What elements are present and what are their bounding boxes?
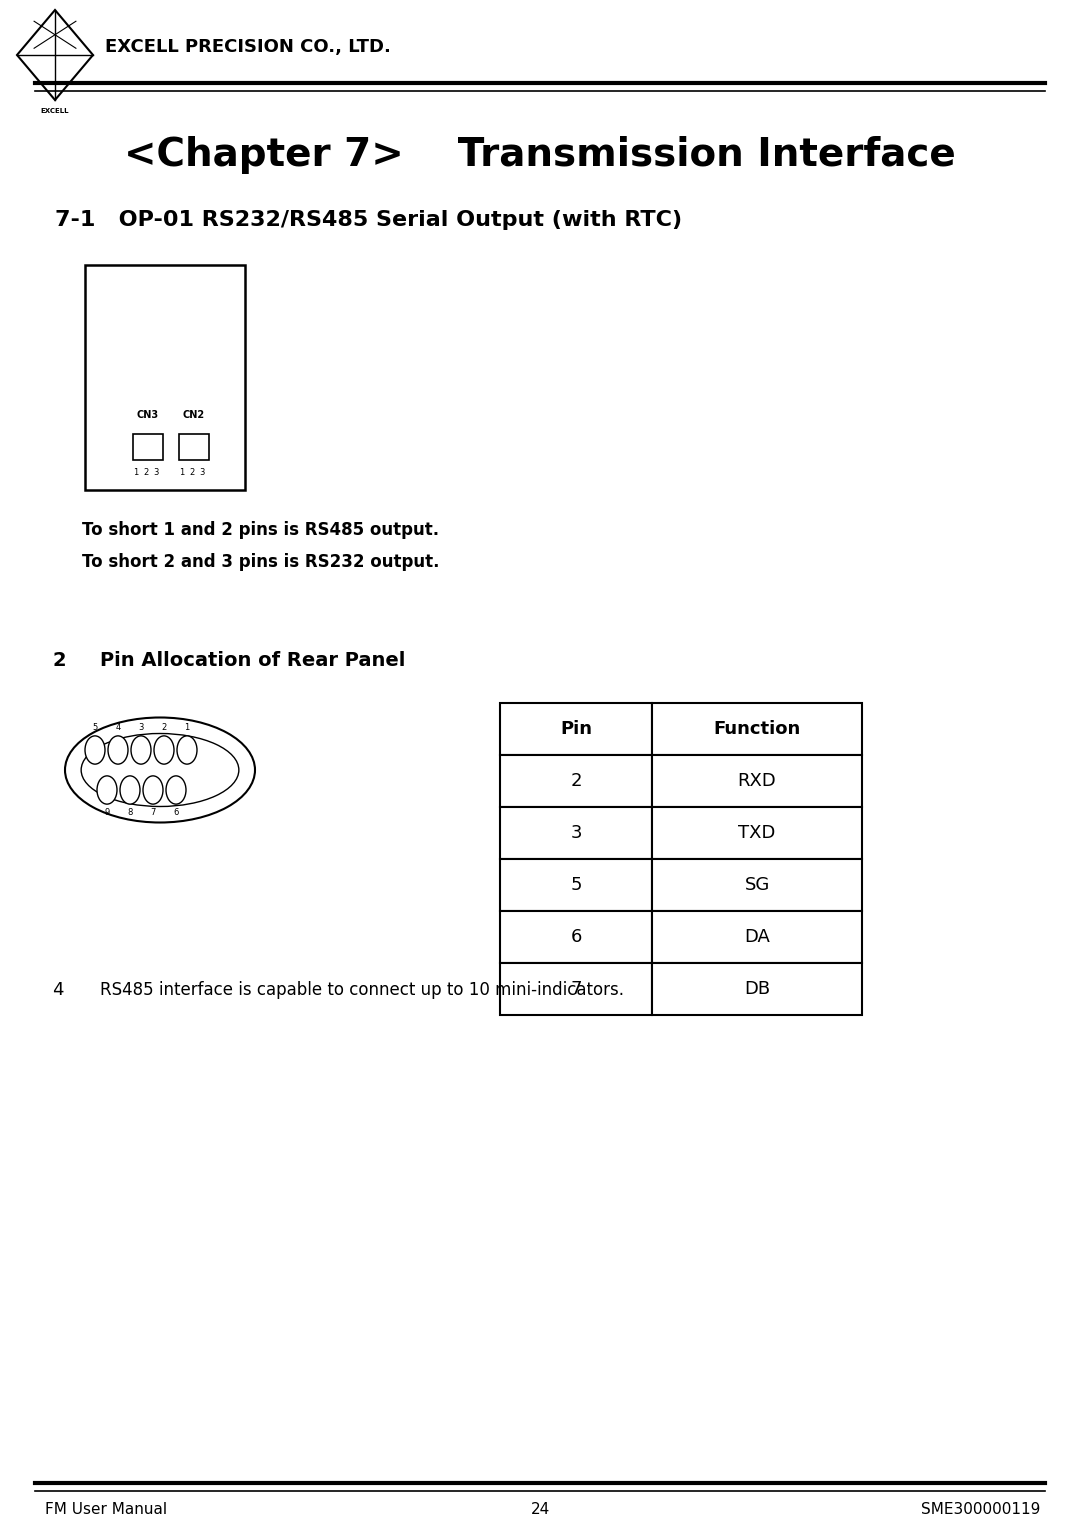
Text: 1: 1 xyxy=(179,468,185,478)
Circle shape xyxy=(154,736,174,765)
Bar xyxy=(500,755,652,807)
Text: 9: 9 xyxy=(105,807,110,816)
Bar xyxy=(652,911,862,963)
Text: 8: 8 xyxy=(127,807,133,816)
Text: Function: Function xyxy=(714,720,800,739)
Text: 3: 3 xyxy=(570,824,582,842)
Text: 6: 6 xyxy=(570,928,582,946)
Bar xyxy=(500,911,652,963)
Bar xyxy=(652,963,862,1015)
Circle shape xyxy=(131,736,151,765)
Circle shape xyxy=(143,775,163,804)
Bar xyxy=(500,859,652,911)
Bar xyxy=(179,433,210,459)
Text: Pin Allocation of Rear Panel: Pin Allocation of Rear Panel xyxy=(100,650,405,670)
Text: 7: 7 xyxy=(150,807,156,816)
Circle shape xyxy=(97,775,117,804)
Text: RS485 interface is capable to connect up to 10 mini-indicators.: RS485 interface is capable to connect up… xyxy=(100,981,624,1000)
Text: 3: 3 xyxy=(153,468,159,478)
Circle shape xyxy=(166,775,186,804)
Text: 4: 4 xyxy=(116,723,121,732)
Text: 3: 3 xyxy=(200,468,205,478)
Text: RXD: RXD xyxy=(738,772,777,790)
Bar xyxy=(500,963,652,1015)
Text: DA: DA xyxy=(744,928,770,946)
Text: CN3: CN3 xyxy=(137,410,159,420)
Ellipse shape xyxy=(81,734,239,807)
Text: SG: SG xyxy=(744,876,770,894)
Text: CN2: CN2 xyxy=(183,410,205,420)
Bar xyxy=(652,859,862,911)
Text: 7-1   OP-01 RS232/RS485 Serial Output (with RTC): 7-1 OP-01 RS232/RS485 Serial Output (wit… xyxy=(55,211,683,230)
Bar xyxy=(85,266,245,490)
Text: To short 1 and 2 pins is RS485 output.: To short 1 and 2 pins is RS485 output. xyxy=(82,520,440,539)
Text: 6: 6 xyxy=(173,807,178,816)
Text: 1: 1 xyxy=(185,723,190,732)
Text: 2: 2 xyxy=(144,468,149,478)
Text: EXCELL: EXCELL xyxy=(41,108,69,114)
Bar xyxy=(652,755,862,807)
Circle shape xyxy=(108,736,129,765)
Text: 5: 5 xyxy=(93,723,97,732)
Text: SME300000119: SME300000119 xyxy=(920,1503,1040,1517)
Text: FM User Manual: FM User Manual xyxy=(45,1503,167,1517)
Bar xyxy=(652,807,862,859)
Circle shape xyxy=(85,736,105,765)
Bar xyxy=(500,703,652,755)
Text: 5: 5 xyxy=(570,876,582,894)
Text: 3: 3 xyxy=(138,723,144,732)
Text: To short 2 and 3 pins is RS232 output.: To short 2 and 3 pins is RS232 output. xyxy=(82,552,440,571)
Text: TXD: TXD xyxy=(739,824,775,842)
Circle shape xyxy=(177,736,197,765)
Bar xyxy=(652,703,862,755)
Text: <Chapter 7>    Transmission Interface: <Chapter 7> Transmission Interface xyxy=(124,136,956,174)
Text: 2: 2 xyxy=(570,772,582,790)
Text: 7: 7 xyxy=(570,980,582,998)
Text: 1: 1 xyxy=(133,468,138,478)
Text: 4: 4 xyxy=(52,981,64,1000)
Text: 24: 24 xyxy=(530,1503,550,1517)
Text: EXCELL PRECISION CO., LTD.: EXCELL PRECISION CO., LTD. xyxy=(105,38,391,56)
Text: DB: DB xyxy=(744,980,770,998)
Text: 2: 2 xyxy=(189,468,194,478)
Bar xyxy=(500,807,652,859)
Text: Pin: Pin xyxy=(561,720,592,739)
Text: 2: 2 xyxy=(161,723,166,732)
Circle shape xyxy=(120,775,140,804)
Ellipse shape xyxy=(65,717,255,823)
Text: 2: 2 xyxy=(52,650,66,670)
Bar xyxy=(133,433,163,459)
